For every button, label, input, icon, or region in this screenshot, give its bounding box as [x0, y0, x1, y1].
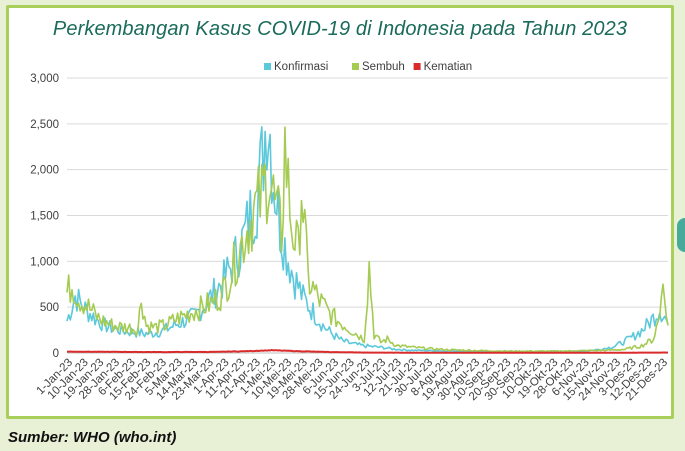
legend-label-konfirmasi: Konfirmasi: [274, 61, 328, 73]
series-line-konfirmasi: [66, 126, 669, 353]
chart-title: Perkembangan Kasus COVID-19 di Indonesia…: [52, 18, 628, 40]
y-tick-label: 1,500: [30, 211, 59, 223]
legend-swatch-sembuh: [352, 63, 359, 70]
y-tick-label: 3,000: [30, 73, 59, 85]
chart-frame: Perkembangan Kasus COVID-19 di Indonesia…: [6, 5, 674, 419]
y-tick-label: 2,000: [30, 165, 59, 177]
y-tick-label: 500: [40, 302, 59, 314]
legend-label-kematian: Kematian: [424, 61, 473, 73]
y-tick-label: 1,000: [30, 256, 59, 268]
legend-label-sembuh: Sembuh: [362, 61, 405, 73]
legend-swatch-kematian: [413, 63, 421, 70]
source-note: Sumber: WHO (who.int): [8, 429, 177, 446]
y-tick-label: 2,500: [30, 119, 59, 131]
series-line-sembuh: [66, 126, 669, 353]
series-line-kematian: [66, 348, 669, 354]
decorative-tab: [677, 218, 685, 252]
y-tick-label: 0: [53, 348, 59, 360]
legend-swatch-konfirmasi: [264, 63, 271, 70]
